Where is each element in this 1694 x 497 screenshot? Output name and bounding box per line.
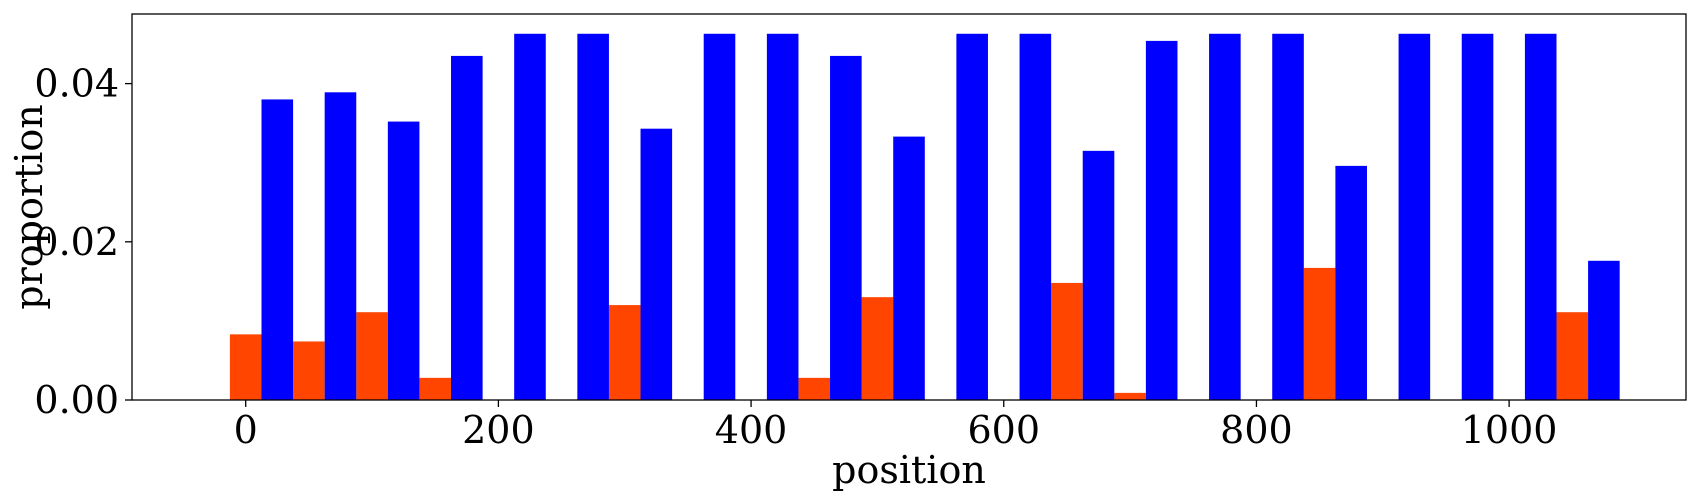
bar-series-2-pos-500: [893, 136, 925, 400]
x-axis-label: position: [832, 448, 986, 492]
bar-series-1-pos-450: [798, 377, 831, 400]
bar-series-1-pos-500: [861, 297, 894, 400]
bar-series-2-pos-150: [451, 55, 483, 401]
y-tick-label: 0.02: [34, 220, 119, 264]
bar-series-2-pos-750: [1209, 33, 1241, 401]
x-tick-label: 0: [234, 408, 258, 452]
plot-frame: [131, 13, 1687, 401]
bar-series-1-pos-0: [229, 334, 262, 400]
bar-series-2-pos-350: [703, 33, 736, 401]
x-tick-label: 400: [715, 408, 788, 452]
bar-series-2-pos-50: [324, 92, 357, 400]
bar-series-2-pos-850: [1335, 165, 1367, 400]
bar-series-2-pos-800: [1272, 33, 1304, 401]
bar-series-2-pos-100: [387, 121, 420, 400]
bar-series-2-pos-400: [766, 33, 799, 401]
bar-series-2-pos-550: [956, 33, 988, 401]
bar-series-2-pos-1000: [1524, 33, 1557, 401]
bar-series-1-pos-650: [1051, 282, 1083, 400]
bar-series-1-pos-50: [293, 341, 325, 400]
bar-series-2-pos-200: [514, 33, 546, 401]
bar-series-2-pos-250: [577, 33, 609, 401]
x-tick-label: 800: [1220, 408, 1293, 452]
bar-series-2-pos-0: [261, 99, 294, 401]
x-axis-ticks: 0 200 400 600 800 1000: [234, 400, 1558, 452]
x-tick-label: 200: [462, 408, 535, 452]
bar-series-2-pos-950: [1461, 33, 1494, 401]
bar-series-2-pos-700: [1145, 40, 1178, 400]
y-tick-label: 0.00: [34, 378, 119, 422]
bar-series-1-pos-1050: [1556, 312, 1589, 400]
x-tick-label: 600: [967, 408, 1040, 452]
bar-series-1-pos-100: [356, 312, 388, 400]
y-axis-label: proportion: [7, 104, 51, 310]
bars-group: [229, 33, 1620, 401]
bar-series-1-pos-850: [1303, 267, 1336, 400]
bar-series-1-pos-300: [608, 305, 641, 400]
bar-series-2-pos-650: [1082, 150, 1115, 400]
bar-series-2-pos-1050: [1588, 260, 1620, 400]
y-axis-ticks: 0.00 0.02 0.04: [34, 62, 132, 422]
y-tick-label: 0.04: [34, 62, 119, 106]
bar-series-1-pos-150: [419, 377, 452, 400]
x-tick-label: 1000: [1461, 408, 1558, 452]
bar-series-2-pos-900: [1398, 33, 1431, 401]
bar-series-2-pos-450: [830, 55, 862, 401]
bar-series-2-pos-300: [640, 128, 673, 400]
bar-series-2-pos-600: [1019, 33, 1052, 401]
bar-series-1-pos-700: [1114, 392, 1146, 400]
